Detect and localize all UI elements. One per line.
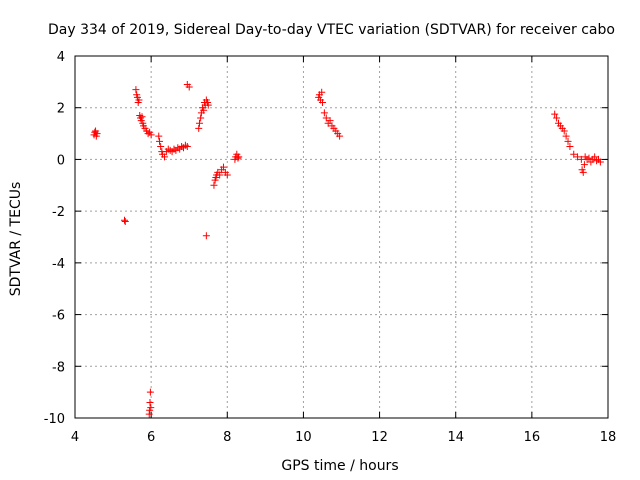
data-point — [120, 216, 128, 224]
x-tick-label: 18 — [600, 430, 617, 445]
data-point — [234, 154, 242, 162]
data-point — [318, 88, 326, 96]
data-point — [322, 114, 330, 122]
data-point — [564, 137, 572, 145]
data-point — [185, 83, 193, 91]
data-point — [223, 171, 231, 179]
data-point — [183, 143, 191, 150]
data-point — [210, 181, 218, 189]
data-point — [132, 86, 140, 94]
data-point — [138, 113, 146, 121]
data-point — [147, 131, 155, 139]
data-points — [90, 80, 604, 418]
data-point — [596, 158, 604, 166]
y-axis-label: SDTVAR / TECUs — [8, 182, 24, 297]
y-tick-label: 0 — [57, 153, 65, 168]
data-point — [318, 99, 326, 107]
data-point — [585, 154, 593, 162]
data-point — [320, 109, 328, 117]
data-point — [326, 117, 334, 125]
data-point — [195, 124, 203, 132]
data-point — [551, 110, 559, 118]
gridlines — [75, 56, 608, 418]
data-point — [593, 157, 601, 165]
data-point — [566, 143, 574, 150]
data-point — [202, 232, 210, 240]
data-point — [157, 143, 165, 150]
data-point — [574, 153, 582, 161]
data-point — [216, 171, 224, 179]
data-point — [93, 130, 101, 138]
data-point — [146, 398, 154, 406]
x-tick-label: 8 — [223, 430, 231, 445]
data-point — [145, 410, 153, 418]
data-point — [155, 132, 163, 140]
data-point — [197, 114, 205, 122]
data-point — [580, 161, 588, 169]
x-axis-label: GPS time / hours — [281, 458, 398, 474]
data-point — [200, 106, 208, 114]
x-tick-label: 12 — [371, 430, 388, 445]
data-point — [336, 132, 344, 140]
data-point — [235, 153, 243, 161]
y-tick-label: -6 — [52, 309, 65, 324]
data-point — [147, 404, 155, 412]
x-tick-label: 6 — [147, 430, 155, 445]
data-point — [579, 168, 587, 176]
data-point — [160, 153, 168, 161]
y-tick-label: -4 — [52, 257, 65, 272]
y-tick-label: -8 — [52, 360, 65, 375]
data-point — [144, 130, 152, 138]
data-point — [591, 153, 599, 161]
plot-frame — [74, 55, 609, 419]
data-point — [219, 163, 227, 171]
data-point — [553, 114, 561, 122]
data-point — [560, 127, 568, 135]
y-tick-label: -10 — [44, 412, 65, 427]
x-tick-label: 10 — [295, 430, 312, 445]
y-tick-label: -2 — [52, 205, 65, 220]
y-tick-label: 4 — [57, 50, 65, 65]
x-tick-label: 4 — [71, 430, 79, 445]
data-point — [570, 150, 578, 158]
data-point — [121, 217, 129, 225]
data-point — [204, 101, 212, 109]
data-point — [156, 137, 164, 145]
y-tick-label: 2 — [57, 102, 65, 117]
x-tick-label: 16 — [524, 430, 541, 445]
data-point — [135, 96, 143, 104]
chart-title: Day 334 of 2019, Sidereal Day-to-day VTE… — [48, 22, 615, 38]
data-point — [146, 388, 154, 396]
axis-ticks: 4 6 8 10 12 14 16 18 -10 -8 -6 -4 -2 0 2 4 — [44, 50, 617, 445]
data-point — [562, 132, 570, 140]
data-point — [195, 119, 203, 127]
x-tick-label: 14 — [447, 430, 464, 445]
